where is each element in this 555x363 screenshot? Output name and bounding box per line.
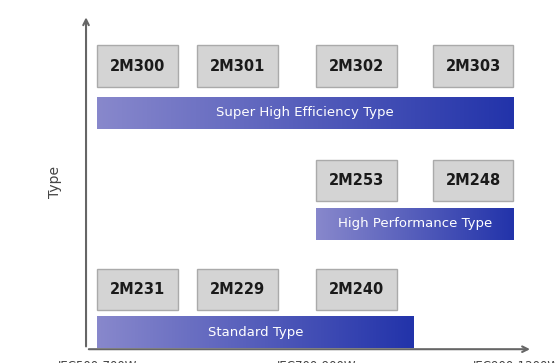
Text: IEC500-700W: IEC500-700W xyxy=(57,360,137,363)
FancyBboxPatch shape xyxy=(433,160,513,201)
Text: 2M303: 2M303 xyxy=(446,59,501,74)
Text: 2M300: 2M300 xyxy=(110,59,165,74)
Text: High Performance Type: High Performance Type xyxy=(338,217,492,230)
Text: 2M229: 2M229 xyxy=(210,282,265,297)
Text: Standard Type: Standard Type xyxy=(208,326,303,339)
Text: 2M231: 2M231 xyxy=(110,282,165,297)
Text: 2M253: 2M253 xyxy=(329,173,384,188)
FancyBboxPatch shape xyxy=(316,160,397,201)
Text: 2M302: 2M302 xyxy=(329,59,384,74)
Text: Type: Type xyxy=(48,166,63,197)
FancyBboxPatch shape xyxy=(197,45,278,87)
Text: IEC900-1200W: IEC900-1200W xyxy=(473,360,555,363)
Text: Super High Efficiency Type: Super High Efficiency Type xyxy=(216,106,394,119)
FancyBboxPatch shape xyxy=(433,45,513,87)
FancyBboxPatch shape xyxy=(97,45,178,87)
FancyBboxPatch shape xyxy=(316,45,397,87)
Text: 2M240: 2M240 xyxy=(329,282,384,297)
FancyBboxPatch shape xyxy=(97,269,178,310)
Text: 2M248: 2M248 xyxy=(446,173,501,188)
FancyBboxPatch shape xyxy=(197,269,278,310)
Text: IEC700-900W: IEC700-900W xyxy=(276,360,356,363)
FancyBboxPatch shape xyxy=(316,269,397,310)
Text: 2M301: 2M301 xyxy=(210,59,265,74)
